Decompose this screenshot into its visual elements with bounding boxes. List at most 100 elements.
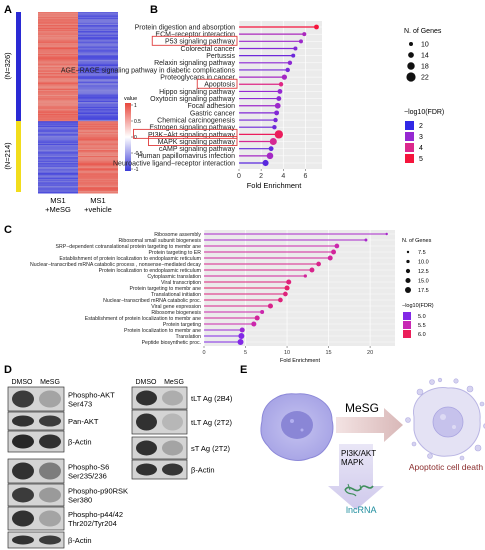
heatmap-cell <box>38 72 78 74</box>
heatmap-cell <box>78 105 118 108</box>
heatmap-cell <box>78 176 118 178</box>
blot-band <box>136 440 157 456</box>
heatmap-cell <box>38 147 78 150</box>
heatmap-cell <box>38 42 78 44</box>
heatmap-cell <box>78 134 118 136</box>
heatmap-cell <box>78 25 118 27</box>
legend-size-dot <box>406 72 416 82</box>
heatmap-cell <box>78 38 118 40</box>
heatmap-cell <box>38 106 78 109</box>
heatmap-cell <box>38 88 78 91</box>
heatmap-cell <box>38 176 78 178</box>
heatmap-cell <box>38 108 78 110</box>
heatmap-cell <box>78 73 118 75</box>
heatmap-cell <box>78 98 118 100</box>
heatmap-cell <box>78 48 118 50</box>
lncrna-label: lncRNA <box>346 505 377 515</box>
chart-b-category-label: Pertussis <box>206 53 235 60</box>
heatmap-cell <box>78 140 118 142</box>
heatmap-cell <box>78 92 118 94</box>
heatmap-cell <box>38 75 78 78</box>
chart-b-point <box>281 74 288 80</box>
heatmap-cell <box>78 162 118 164</box>
colorbar-tick-label: 1 <box>134 103 137 109</box>
apoptotic-body <box>453 378 459 384</box>
chart-c-category-label: Establishment of protein localization to… <box>59 256 201 262</box>
heatmap-cell <box>38 62 78 64</box>
blot-label: tLT Ag (2B4) <box>191 394 233 403</box>
chart-b-category-label: P53 signaling pathway <box>165 39 236 46</box>
heatmap-cell <box>38 164 78 166</box>
chart-b-point <box>276 96 282 102</box>
chart-c-category-label: SRP−dependent cotranslational protein ta… <box>56 244 202 250</box>
legend-color-label: 5 <box>419 156 423 163</box>
heatmap-cell <box>38 31 78 33</box>
heatmap-cell <box>38 134 78 136</box>
heatmap-cell <box>38 126 78 128</box>
heatmap-cell <box>38 121 78 123</box>
blot-label: Phospho-S6 <box>68 463 109 472</box>
heatmap-cell <box>38 170 78 172</box>
heatmap-cell <box>38 57 78 60</box>
apoptotic-body <box>479 401 485 407</box>
heatmap-cell <box>78 19 118 21</box>
apoptotic-body <box>474 444 482 452</box>
heatmap-cell <box>38 81 78 84</box>
heatmap-cell <box>38 174 78 176</box>
heatmap-cell <box>38 48 78 50</box>
heatmap-cell <box>78 135 118 138</box>
chart-c-point <box>364 238 368 242</box>
heatmap-cell <box>78 146 118 148</box>
chart-c-category-label: Translation <box>176 334 202 340</box>
legend-size-label: 15.0 <box>418 279 429 285</box>
chart-b-point <box>262 159 269 167</box>
chart-c-point <box>267 303 273 309</box>
heatmap-cell <box>78 94 118 97</box>
heatmap-cell <box>38 21 78 24</box>
heatmap-cell <box>38 188 78 190</box>
pathway-label-1: PI3K/AKT <box>341 449 376 458</box>
legend-color-label: 4 <box>419 145 423 152</box>
legend-size-label: 14 <box>421 53 429 60</box>
heatmap-cell <box>38 86 78 88</box>
chart-c-category-label: Translational initiation <box>151 292 201 298</box>
chart-c-category-label: Protein localization to endoplasmic reti… <box>99 268 201 274</box>
heatmap-cell <box>78 64 118 67</box>
heatmap-cell <box>38 115 78 117</box>
heatmap-cell <box>78 66 118 68</box>
heatmap-cell <box>78 61 118 63</box>
heatmap-cell <box>38 25 78 27</box>
legend-color-swatch <box>405 121 414 130</box>
heatmap-cell <box>38 133 78 135</box>
chart-c-category-label: Protein localization to membr ane <box>124 328 201 334</box>
heatmap-cell <box>38 183 78 186</box>
legend-color-label: 3 <box>419 134 423 141</box>
heatmap-cell <box>38 60 78 62</box>
heatmap-cell <box>38 79 78 81</box>
chart-b-category-label: Estrogen signaling pathway <box>149 125 235 132</box>
chart-c-point <box>385 232 388 236</box>
chart-b-category-label: Human papillomavirus infection <box>138 153 235 160</box>
heatmap-cell <box>38 24 78 26</box>
heatmap-cell <box>78 33 118 36</box>
blot-band <box>162 390 183 406</box>
heatmap-col1-line2: +MeSG <box>45 205 71 214</box>
heatmap-cell <box>78 117 118 120</box>
heatmap-cell <box>38 132 78 134</box>
heatmap-cell <box>78 151 118 153</box>
cluster-top-label: (N=326) <box>3 52 12 80</box>
heatmap-col1-line1: MS1 <box>50 196 65 205</box>
heatmap-cell <box>78 45 118 48</box>
chart-b-point <box>273 117 278 123</box>
chart-c-point <box>286 279 292 285</box>
apoptotic-body <box>429 379 435 385</box>
heatmap-cell <box>38 43 78 45</box>
heatmap-cell <box>78 168 118 170</box>
lncrna-icon <box>344 483 374 497</box>
pathway-label-2: MAPK <box>341 458 364 467</box>
heatmap-cell <box>78 93 118 96</box>
chart-c-category-label: Cytoplasmic translation <box>147 274 201 280</box>
chart-b-category-label: Protein digestion and absorption <box>135 24 236 31</box>
chart-c-xtick-label: 20 <box>367 350 373 356</box>
heatmap-cell <box>78 111 118 114</box>
